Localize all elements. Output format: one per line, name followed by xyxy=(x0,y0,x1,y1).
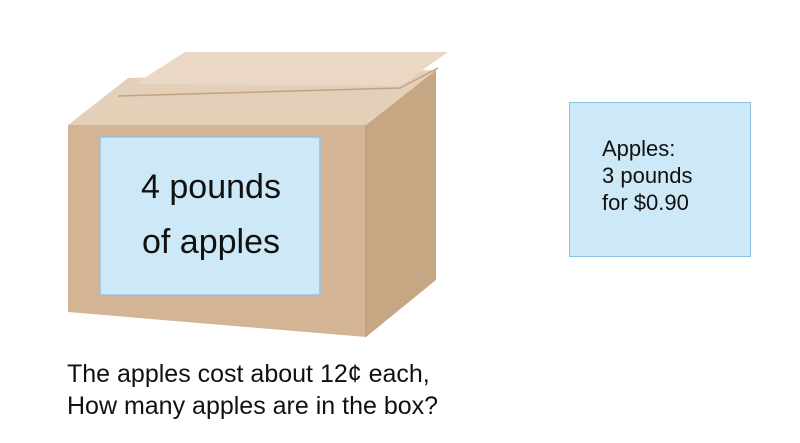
price-card: Apples: 3 pounds for $0.90 xyxy=(569,102,751,257)
box-tape-seam xyxy=(117,67,439,97)
price-card-title: Apples: xyxy=(602,136,676,161)
question-line-1: The apples cost about 12¢ each, xyxy=(67,360,430,388)
price-card-quantity: 3 pounds xyxy=(602,163,693,188)
question-line-2: How many apples are in the box? xyxy=(67,392,439,420)
price-card-price: for $0.90 xyxy=(602,190,689,215)
question-text: The apples cost about 12¢ each, How many… xyxy=(67,358,438,422)
box-label-card xyxy=(99,136,321,296)
box-side-face xyxy=(366,70,436,337)
box-top-flap xyxy=(135,52,448,86)
box-label-line-2: of apples xyxy=(142,223,280,261)
box-label-line-1: 4 pounds xyxy=(141,168,281,206)
